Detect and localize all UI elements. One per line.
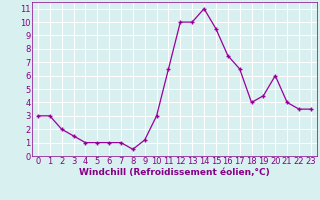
X-axis label: Windchill (Refroidissement éolien,°C): Windchill (Refroidissement éolien,°C) [79,168,270,177]
